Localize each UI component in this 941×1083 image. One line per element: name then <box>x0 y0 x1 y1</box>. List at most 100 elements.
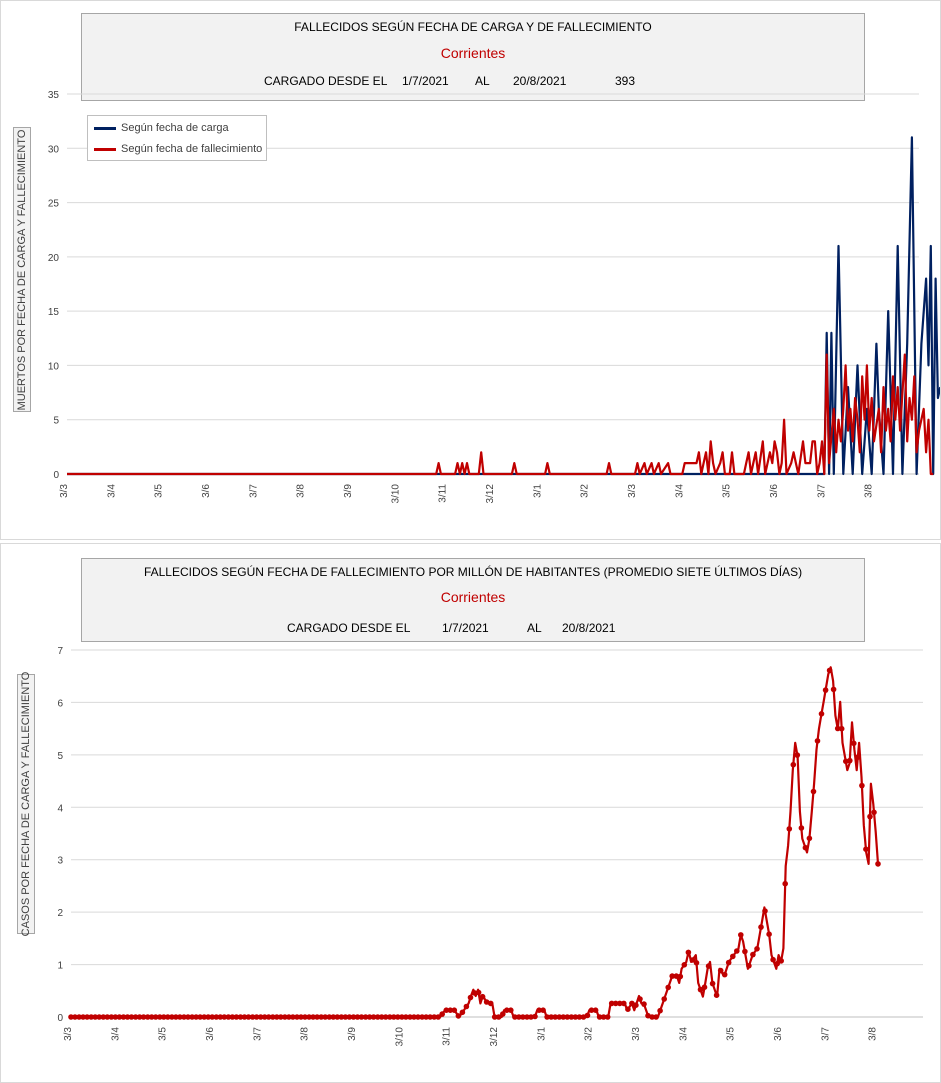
series-point-109 <box>508 1007 514 1013</box>
series-point-52 <box>278 1014 284 1020</box>
series-point-61 <box>314 1014 320 1020</box>
x-tick-label-4: 3/7 <box>248 484 259 498</box>
series-point-161 <box>717 967 724 974</box>
legend-swatch-carga <box>94 126 116 130</box>
y-tick-label-7: 35 <box>48 90 60 101</box>
series-point-10 <box>108 1014 115 1020</box>
series-point-101 <box>475 989 482 996</box>
series-point-97 <box>459 1009 466 1016</box>
series-point-155 <box>693 960 700 966</box>
x-tick-label-3: 3/6 <box>205 1027 216 1041</box>
series-point-145 <box>653 1014 659 1020</box>
series-point-113 <box>524 1014 530 1020</box>
series-point-35 <box>209 1014 215 1020</box>
series-point-174 <box>770 956 776 963</box>
series-point-104 <box>487 1000 494 1007</box>
series-point-71 <box>354 1014 361 1020</box>
series-point-60 <box>310 1014 316 1020</box>
series-point-74 <box>366 1014 373 1020</box>
series-point-115 <box>532 1013 538 1020</box>
chart1-legend: Según fecha de carga Según fecha de fall… <box>87 115 267 161</box>
x-tick-label-12: 3/3 <box>627 484 638 498</box>
series-point-144 <box>649 1014 655 1020</box>
x-tick-label-6: 3/9 <box>343 484 354 498</box>
series-point-108 <box>504 1007 510 1013</box>
series-point-105 <box>491 1014 498 1020</box>
series-point-181 <box>798 825 805 831</box>
series-point-9 <box>104 1014 111 1020</box>
series-point-62 <box>318 1014 325 1020</box>
series-point-141 <box>637 996 643 1002</box>
series-point-120 <box>552 1014 558 1020</box>
series-point-56 <box>294 1014 300 1020</box>
series-point-198 <box>867 813 873 820</box>
series-point-34 <box>205 1014 211 1020</box>
series-point-90 <box>431 1014 438 1020</box>
series-point-87 <box>419 1014 425 1020</box>
series-point-26 <box>173 1014 179 1020</box>
series-point-12 <box>116 1014 123 1020</box>
series-point-99 <box>467 994 474 1001</box>
series-point-1 <box>72 1014 78 1020</box>
series-point-197 <box>863 846 869 852</box>
series-point-147 <box>661 996 667 1002</box>
series-point-188 <box>826 667 833 674</box>
series-point-126 <box>576 1014 583 1020</box>
x-tick-label-13: 3/4 <box>678 1027 689 1041</box>
series-point-50 <box>270 1014 276 1020</box>
series-point-94 <box>447 1007 454 1013</box>
series-point-124 <box>568 1014 575 1020</box>
series-point-125 <box>572 1014 579 1020</box>
series-point-167 <box>742 948 748 955</box>
series-point-45 <box>249 1014 256 1020</box>
y-tick-label-1: 1 <box>57 961 63 972</box>
y-tick-label-2: 10 <box>48 361 60 372</box>
series-point-200 <box>875 861 881 867</box>
x-tick-label-12: 3/3 <box>631 1027 642 1041</box>
chart1-total: 393 <box>615 74 636 88</box>
y-tick-label-5: 5 <box>57 751 63 762</box>
series-point-39 <box>225 1014 232 1020</box>
series-point-54 <box>286 1014 292 1020</box>
series-point-23 <box>161 1014 167 1020</box>
x-tick-label-17: 3/8 <box>868 1027 879 1041</box>
series-point-186 <box>818 711 825 717</box>
series-point-43 <box>241 1014 248 1020</box>
x-tick-label-17: 3/8 <box>864 484 875 498</box>
y-tick-label-3: 15 <box>48 307 60 318</box>
series-point-194 <box>851 740 857 747</box>
chart2-loaded-label: CARGADO DESDE EL <box>287 621 411 635</box>
series-point-162 <box>721 971 728 978</box>
series-point-184 <box>810 788 817 795</box>
x-tick-label-11: 3/2 <box>584 1027 595 1041</box>
chart-panel-2: FALLECIDOS SEGÚN FECHA DE FALLECIMIENTO … <box>0 543 941 1083</box>
x-tick-label-16: 3/7 <box>816 484 827 498</box>
series-point-173 <box>766 931 772 937</box>
x-tick-label-0: 3/3 <box>59 484 70 498</box>
chart1-plot: 0 5 10 15 20 25 30 35 3/3 3/4 3/5 3/6 3/7 3/8 3/9 3/10 3… <box>48 90 940 503</box>
series-point-47 <box>257 1014 264 1020</box>
y-tick-label-1: 5 <box>53 416 59 427</box>
x-tick-label-1: 3/4 <box>110 1027 121 1041</box>
x-tick-label-6: 3/9 <box>347 1027 358 1041</box>
series-point-29 <box>185 1014 191 1020</box>
series-point-24 <box>165 1014 171 1020</box>
series-point-55 <box>290 1014 296 1020</box>
series-point-138 <box>625 1006 631 1012</box>
x-tick-label-1: 3/4 <box>106 484 117 498</box>
series-point-135 <box>612 1000 619 1007</box>
series-point-2 <box>76 1014 82 1020</box>
series-point-166 <box>738 932 744 938</box>
chart-panel-1: FALLECIDOS SEGÚN FECHA DE CARGA Y DE FAL… <box>0 0 941 540</box>
x-tick-label-8: 3/11 <box>442 1027 453 1046</box>
series-point-133 <box>604 1014 611 1020</box>
x-tick-label-4: 3/7 <box>252 1027 263 1041</box>
chart2-subtitle: Corrientes <box>440 589 506 605</box>
series-point-95 <box>451 1007 458 1013</box>
chart1-header: FALLECIDOS SEGÚN FECHA DE CARGA Y DE FAL… <box>81 13 865 101</box>
chart2-to-date: 20/8/2021 <box>562 621 616 635</box>
x-tick-label-9: 3/12 <box>489 1027 500 1047</box>
x-tick-label-0: 3/3 <box>63 1027 74 1041</box>
x-tick-label-3: 3/6 <box>201 484 212 498</box>
series-point-146 <box>657 1007 663 1014</box>
